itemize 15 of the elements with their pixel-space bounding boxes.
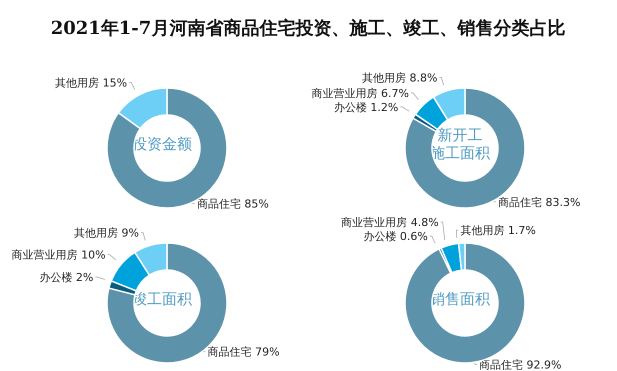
slice-label: 商品住宅 83.3% <box>498 196 581 209</box>
text: 2021年1-7月河南省商品住宅投资、施工、竣工、销售分类占比 <box>50 17 566 40</box>
slice-label: 办公楼 0.6% <box>363 230 428 244</box>
slice-label: 商业营业用房 6.7% <box>312 86 409 100</box>
slice-label: 其他用房 1.7% <box>460 224 536 238</box>
slice-label: 商业营业用房 4.8% <box>341 216 439 230</box>
slice-label: 办公楼 1.2% <box>334 100 398 114</box>
slice-label: 商品住宅 79% <box>208 346 280 359</box>
slice-label: 其他用房 8.8% <box>362 72 438 85</box>
slice-label: 商业营业用房 10% <box>12 248 106 262</box>
slice-label: 商品住宅 85% <box>196 198 269 211</box>
text: 新开工 <box>438 126 482 144</box>
slice-label: 办公楼 2% <box>39 270 94 284</box>
slice-label: 其他用房 9% <box>74 226 140 240</box>
slice-label: 其他用房 15% <box>55 76 128 90</box>
